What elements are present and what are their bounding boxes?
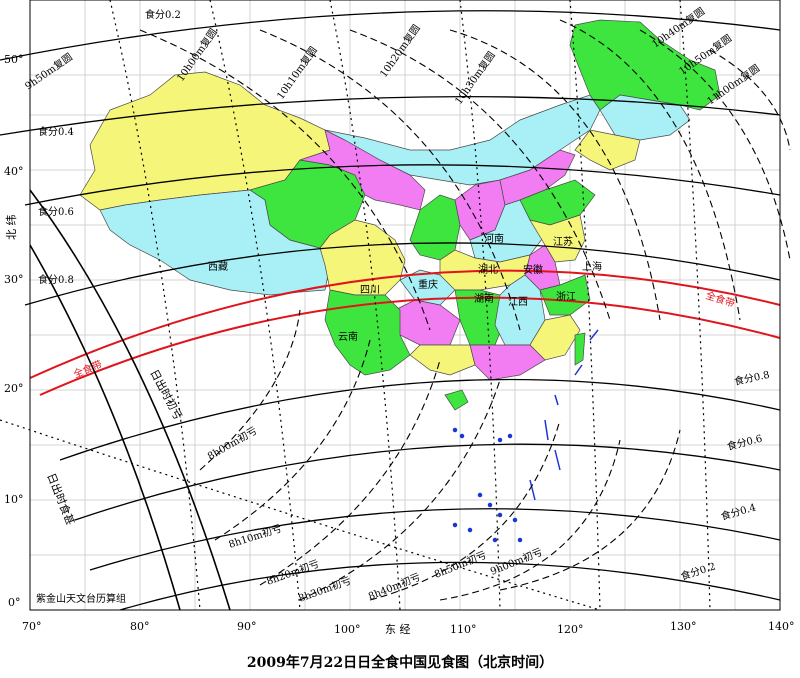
province-label-yunnan: 云南 xyxy=(338,330,358,343)
x-tick: 100° xyxy=(334,623,361,636)
y-tick: 30° xyxy=(4,273,24,286)
end-time-label: 10h40m复圆 xyxy=(649,5,707,51)
totality-label: 全食带 xyxy=(71,357,104,380)
province-label-xizang: 西藏 xyxy=(208,261,228,273)
province-label-anhui: 安徽 xyxy=(523,263,543,276)
province-label-hubei: 湖北 xyxy=(478,264,498,276)
y-axis-ticks: 0° 10° 20° 30° 40° 50° 北 纬 xyxy=(4,53,24,609)
end-time-label: 10h20m复圆 xyxy=(377,22,423,80)
contact-time-label: 8h00m初亏 xyxy=(205,424,259,463)
contact-time-label: 8h40m初亏 xyxy=(366,570,422,603)
south-sea-islands xyxy=(452,329,599,543)
x-tick: 90° xyxy=(237,620,257,633)
x-tick: 80° xyxy=(130,620,150,633)
x-axis-ticks: 70° 80° 90° 100° 110° 120° 130° 140° 东 经 xyxy=(22,620,795,636)
magnitude-label: 食分0.8 xyxy=(733,368,771,388)
province-labels: 西藏 四川 重庆 云南 湖北 河南 安徽 江苏 上海 湖南 江西 浙江 xyxy=(208,232,602,343)
province-label-jiangsu: 江苏 xyxy=(553,235,573,248)
magnitude-label: 食分0.6 xyxy=(38,205,74,218)
magnitude-label: 食分0.6 xyxy=(726,432,764,453)
x-axis-label: 东 经 xyxy=(385,623,411,636)
contact-time-label: 8h20m初亏 xyxy=(265,557,321,588)
magnitude-label: 食分0.4 xyxy=(38,125,74,138)
province-label-chongqing: 重庆 xyxy=(418,278,438,291)
y-tick: 50° xyxy=(4,53,24,66)
end-time-label: 10h30m复圆 xyxy=(452,49,498,107)
x-tick: 110° xyxy=(450,623,477,636)
province-label-sichuan: 四川 xyxy=(360,285,380,296)
map-title: 2009年7月22日日全食中国见食图（北京时间） xyxy=(246,655,554,671)
end-time-label: 10h10m复圆 xyxy=(274,44,320,102)
sunrise-start-label: 日出时初亏 xyxy=(147,367,185,422)
credit-text: 紫金山天文台历算组 xyxy=(36,592,126,605)
totality-band xyxy=(29,269,781,396)
map-frame xyxy=(29,0,781,611)
y-axis-label: 北 纬 xyxy=(5,215,18,241)
province-label-zhejiang: 浙江 xyxy=(556,291,576,303)
magnitude-label: 食分0.8 xyxy=(38,273,74,286)
sunrise-boundaries xyxy=(29,189,231,611)
china-land xyxy=(79,19,721,411)
contact-curves xyxy=(139,19,791,601)
x-tick: 140° xyxy=(768,620,795,633)
x-tick: 70° xyxy=(22,620,42,633)
sunrise-max-label: 日出时食甚 xyxy=(44,471,78,527)
y-tick: 0° xyxy=(8,596,21,609)
magnitude-label: 食分0.4 xyxy=(719,500,757,522)
y-tick: 10° xyxy=(4,493,24,506)
sunrise-labels: 日出时初亏 日出时食甚 xyxy=(44,367,185,527)
province-label-shanghai: 上海 xyxy=(582,260,602,273)
magnitude-curves xyxy=(0,10,781,611)
x-tick: 130° xyxy=(670,620,697,633)
contact-time-label: 9h00m初亏 xyxy=(488,545,544,578)
y-tick: 40° xyxy=(4,165,24,178)
province-label-hunan: 湖南 xyxy=(474,292,494,305)
x-tick: 120° xyxy=(557,623,584,636)
magnitude-label: 食分0.2 xyxy=(145,8,181,21)
dotted-curves xyxy=(0,0,711,611)
magnitude-label: 食分0.2 xyxy=(679,559,717,582)
y-tick: 20° xyxy=(4,382,24,395)
province-label-jiangxi: 江西 xyxy=(508,296,528,308)
province-label-henan: 河南 xyxy=(484,232,504,245)
